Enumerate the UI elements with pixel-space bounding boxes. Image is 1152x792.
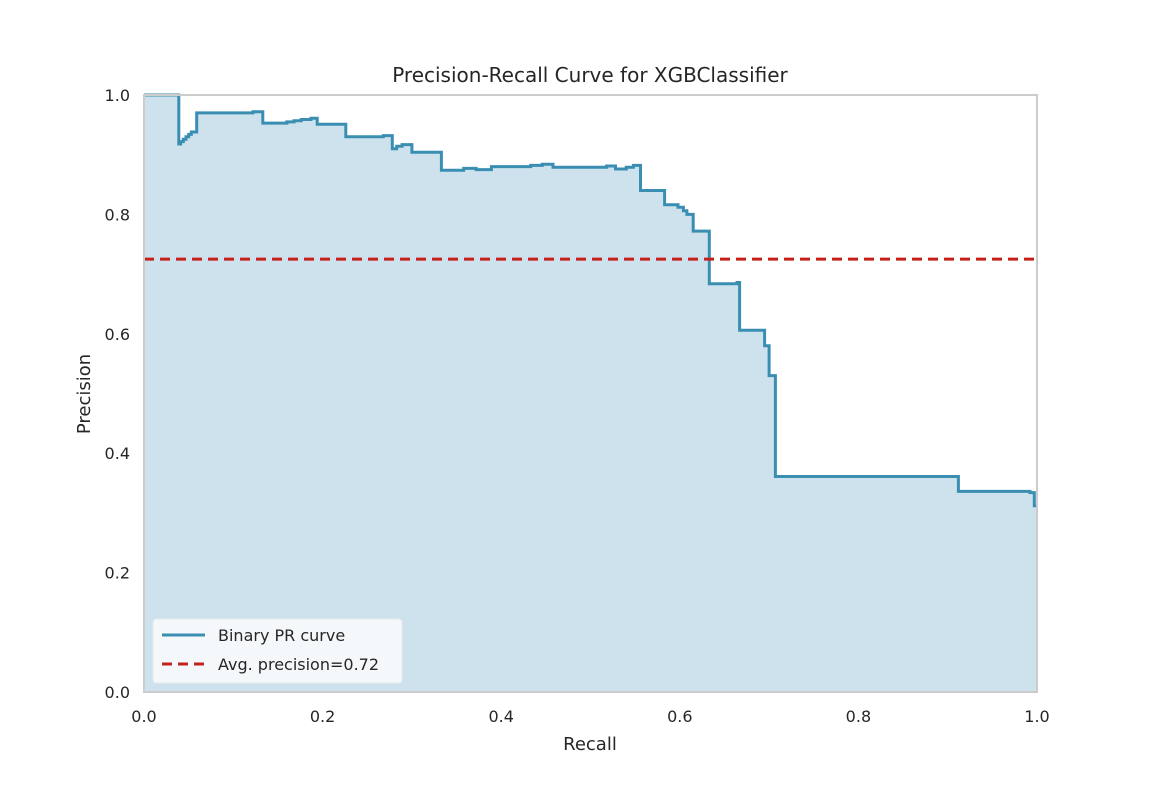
- y-tick-label: 0.8: [105, 205, 130, 224]
- legend: Binary PR curve Avg. precision=0.72: [152, 618, 403, 684]
- legend-label-pr-curve: Binary PR curve: [218, 626, 345, 645]
- y-tick-label: 0.0: [105, 683, 130, 702]
- legend-box: [152, 618, 403, 684]
- y-tick-label: 1.0: [105, 86, 130, 105]
- x-tick-label: 1.0: [1024, 707, 1049, 726]
- axis-ticks: 0.0 0.2 0.4 0.6 0.8 1.0 0.0 0.2 0.4 0.6 0.8 1.0: [105, 86, 1050, 726]
- x-tick-label: 0.2: [310, 707, 335, 726]
- y-tick-label: 0.4: [105, 444, 130, 463]
- legend-label-avg-precision: Avg. precision=0.72: [218, 655, 379, 674]
- x-tick-label: 0.0: [131, 707, 156, 726]
- y-tick-label: 0.6: [105, 325, 130, 344]
- x-tick-label: 0.8: [846, 707, 871, 726]
- plot-area: [143, 93, 1038, 693]
- plot-frame: [143, 94, 1038, 693]
- chart-title: Precision-Recall Curve for XGBClassifier: [392, 63, 788, 87]
- y-tick-label: 0.2: [105, 564, 130, 583]
- x-axis-label: Recall: [563, 734, 617, 755]
- x-tick-label: 0.6: [667, 707, 692, 726]
- y-axis-label: Precision: [74, 354, 95, 434]
- pr-curve-line: [144, 93, 1037, 508]
- pr-area-fill: [144, 95, 1037, 692]
- x-tick-label: 0.4: [488, 707, 513, 726]
